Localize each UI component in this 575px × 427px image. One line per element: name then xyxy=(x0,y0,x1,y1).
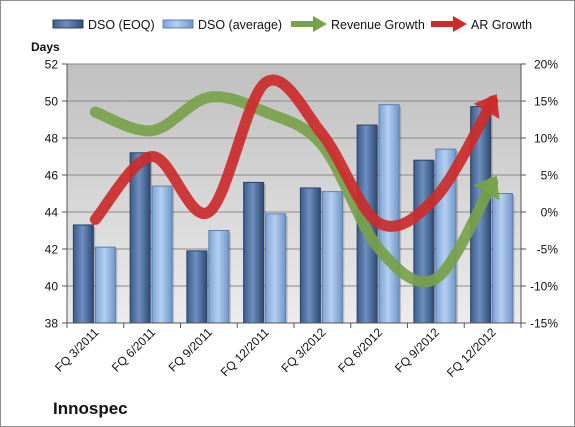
legend: DSO (EOQ) DSO (average) Revenue Growth AR G… xyxy=(52,16,532,32)
legend-arrow-ar-growth xyxy=(453,16,467,32)
y-tick-label-left: 46 xyxy=(45,169,59,183)
y-tick-label-left: 42 xyxy=(45,243,59,257)
y-tick-label-right: -10% xyxy=(530,280,558,294)
legend-swatch-dso-average xyxy=(162,19,194,29)
y-tick-label-left: 50 xyxy=(45,95,59,109)
y-tick-label-left: 38 xyxy=(45,317,59,331)
bar-dso-eoq xyxy=(72,224,94,324)
x-tick-label: FQ 12/2011 xyxy=(218,325,272,379)
ar-growth-line xyxy=(89,74,499,232)
y-tick-label-right: 10% xyxy=(534,132,558,146)
bar-dso-average xyxy=(208,230,230,324)
legend-label-ar-growth: AR Growth xyxy=(471,18,532,32)
y-tick-label-right: -5% xyxy=(537,243,559,257)
legend-label-dso-average: DSO (average) xyxy=(198,18,282,32)
y-tick-label-right: 5% xyxy=(541,169,559,183)
x-tick-label: FQ 12/2012 xyxy=(444,325,499,380)
bar-dso-eoq xyxy=(186,250,208,324)
x-tick-label: FQ 3/2012 xyxy=(279,325,329,375)
ar-growth-arrowhead xyxy=(473,94,500,119)
bar-dso-average xyxy=(492,193,514,324)
bar-dso-average xyxy=(321,191,343,324)
y-tick-label-right: 0% xyxy=(541,206,559,220)
y-axis-title: Days xyxy=(31,40,60,54)
y-tick-label-right: 15% xyxy=(534,95,558,109)
y-tick-label-left: 52 xyxy=(45,58,59,72)
revenue-growth-arrowhead xyxy=(473,175,500,201)
growth-lines xyxy=(89,74,500,288)
legend-label-revenue-growth: Revenue Growth xyxy=(331,18,425,32)
legend-swatch-dso-eoq xyxy=(52,19,84,29)
x-tick-label: FQ 6/2012 xyxy=(335,325,385,375)
bar-dso-eoq xyxy=(129,152,151,324)
bar-dso-average xyxy=(378,104,400,324)
bar-dso-eoq xyxy=(413,159,435,324)
y-tick-label-left: 40 xyxy=(45,280,59,294)
y-tick-label-right: -15% xyxy=(530,317,558,331)
y-tick-label-left: 48 xyxy=(45,132,59,146)
y-tick-label-right: 20% xyxy=(534,58,558,72)
x-tick-label: FQ 6/2011 xyxy=(109,325,159,375)
revenue-growth-line xyxy=(89,91,499,288)
legend-label-dso-eoq: DSO (EOQ) xyxy=(88,18,155,32)
bar-dso-average xyxy=(94,246,116,324)
x-tick-label: FQ 9/2012 xyxy=(392,325,442,375)
legend-arrow-revenue-growth xyxy=(313,16,327,32)
bar-dso-average xyxy=(265,213,287,324)
x-tick-label: FQ 3/2011 xyxy=(52,325,102,375)
bar-dso-average xyxy=(151,185,173,324)
x-tick-label: FQ 9/2011 xyxy=(166,325,216,375)
y-tick-label-left: 44 xyxy=(45,206,59,220)
company-label: Innospec xyxy=(53,399,128,418)
bar-dso-eoq xyxy=(243,181,265,324)
bar-dso-eoq xyxy=(299,187,321,324)
